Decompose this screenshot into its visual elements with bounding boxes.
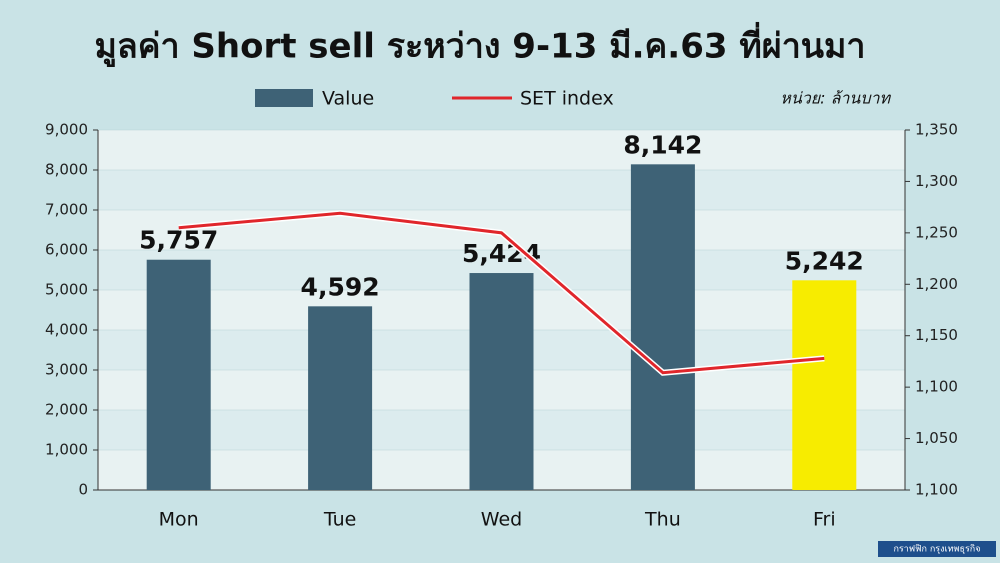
legend-label: Value [322, 88, 374, 110]
unit-label: หน่วย: ล้านบาท [780, 89, 891, 108]
bar [630, 164, 695, 490]
y-tick-label: 1,000 [45, 441, 88, 459]
y2-tick-label: 1,100 [915, 378, 958, 396]
y-tick-label: 4,000 [45, 321, 88, 339]
x-tick-label: Mon [159, 509, 199, 531]
x-tick-label: Tue [323, 509, 356, 531]
legend-swatch [255, 89, 313, 107]
source-label: กราฟฟิก กรุงเทพธุรกิจ [893, 544, 980, 555]
line [178, 211, 825, 375]
y2-tick-label: 1,300 [915, 172, 958, 190]
y-tick-label: 0 [78, 481, 88, 499]
y2-tick-label: 1,150 [915, 326, 958, 344]
y2-tick-label: 1,350 [915, 121, 958, 139]
x-tick-label: Fri [813, 509, 836, 531]
grid-band [98, 130, 905, 170]
y-tick-label: 3,000 [45, 361, 88, 379]
source-box [878, 541, 996, 557]
y-tick-label: 2,000 [45, 401, 88, 419]
y2-tick-label: 1,100 [915, 481, 958, 499]
value-label: 4,592 [301, 272, 380, 301]
y2-tick-label: 1,200 [915, 275, 958, 293]
value-label: 5,757 [139, 226, 218, 255]
x-tick-label: Thu [644, 509, 681, 531]
y2-tick-label: 1,050 [915, 429, 958, 447]
y-tick-label: 8,000 [45, 161, 88, 179]
y-tick-label: 6,000 [45, 241, 88, 259]
bar [308, 306, 373, 490]
legend-label: SET index [520, 88, 614, 110]
value-label: 5,242 [785, 246, 864, 275]
chart-title: มูลค่า Short sell ระหว่าง 9-13 มี.ค.63 ท… [94, 22, 865, 68]
y2-tick-label: 1,250 [915, 223, 958, 241]
bar [792, 280, 857, 490]
y-tick-label: 5,000 [45, 281, 88, 299]
bar [469, 273, 534, 490]
y-tick-label: 9,000 [45, 121, 88, 139]
value-label: 8,142 [623, 130, 702, 159]
grid-band [98, 170, 905, 210]
bar [146, 259, 211, 490]
x-tick-label: Wed [481, 509, 522, 531]
y-tick-label: 7,000 [45, 201, 88, 219]
